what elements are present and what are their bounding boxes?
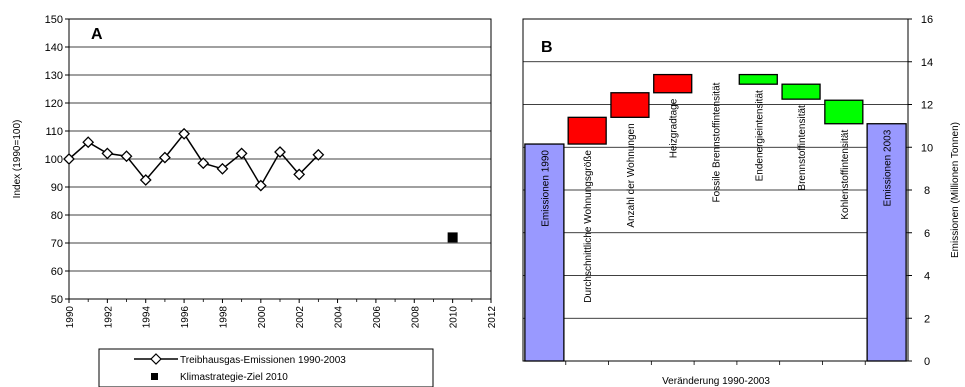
panel-b-category-label: Heizgradtage xyxy=(669,98,680,158)
emissions-data-point xyxy=(120,150,133,163)
target-data-point xyxy=(447,232,458,243)
panel-a-y-tick-label: 150 xyxy=(45,14,63,26)
panel-a-letter: A xyxy=(91,26,103,43)
panel-a-x-tick-label: 2012 xyxy=(487,306,498,329)
legend-square-icon xyxy=(151,373,158,380)
panel-b-y-tick-label: 4 xyxy=(924,271,930,283)
emissions-data-point xyxy=(139,174,152,186)
emissions-data-point xyxy=(293,168,306,181)
panel-b-category-label: Anzahl der Wohnungen xyxy=(626,123,637,227)
panel-b-y-axis-title: Emissionen (Millionen Tonnen) xyxy=(950,122,961,258)
emissions-data-point xyxy=(235,147,248,160)
panel-a-y-tick-label: 130 xyxy=(45,70,63,82)
panel-b-category-label: Fossile Brennstoffintensität xyxy=(712,82,723,202)
panel-b-y-tick-label: 6 xyxy=(924,228,930,240)
emissions-data-point xyxy=(158,151,171,164)
emissions-data-point xyxy=(197,157,210,170)
panel-a-x-tick-label: 1996 xyxy=(180,306,191,329)
emissions-data-point xyxy=(82,136,95,149)
panel-a-x-tick-label: 1990 xyxy=(65,306,76,329)
panel-b-category-label: Kohlenstoffintensität xyxy=(840,130,851,220)
panel-b-letter: B xyxy=(541,39,553,56)
panel-a-x-tick-label: 2008 xyxy=(410,306,421,329)
panel-b-y-tick-label: 16 xyxy=(921,14,933,26)
panel-b-y-tick-label: 2 xyxy=(924,313,930,325)
panel-a-x-tick-label: 2004 xyxy=(334,306,345,329)
panel-b-category-label: Brennstoffintensität xyxy=(797,105,808,191)
panel-a-x-tick-label: 2010 xyxy=(449,306,460,329)
legend-label-emissions: Treibhausgas-Emissionen 1990-2003 xyxy=(180,355,346,366)
panel-a-legend: Treibhausgas-Emissionen 1990-2003 Klimas… xyxy=(98,348,434,387)
panel-a-y-tick-label: 80 xyxy=(51,210,63,222)
emissions-data-point xyxy=(254,179,267,192)
panel-a-y-tick-label: 90 xyxy=(51,182,63,194)
panel-a-y-tick-label: 70 xyxy=(51,238,63,250)
emissions-data-point xyxy=(178,127,191,140)
panel-b-y-tick-label: 14 xyxy=(921,57,933,69)
decrease-bar xyxy=(824,99,864,125)
panel-a-x-tick-label: 2000 xyxy=(257,306,268,329)
legend-label-target: Klimastrategie-Ziel 2010 xyxy=(180,372,288,383)
panel-a-y-tick-label: 50 xyxy=(51,294,63,306)
panel-a-x-tick-label: 1992 xyxy=(103,306,114,329)
panel-a: 50 60 70 80 90 100 110 120 130 140 150 1990 1992 199… xyxy=(12,14,498,387)
panel-a-x-tick-label: 1998 xyxy=(218,306,229,329)
panel-b-category-label: Emissionen 2003 xyxy=(883,129,894,206)
emissions-data-point xyxy=(274,146,286,158)
total-bar xyxy=(524,143,565,362)
increase-bar xyxy=(653,73,693,94)
panel-b-category-label: Endenergieintensität xyxy=(754,90,765,181)
panel-a-x-tick-label: 2002 xyxy=(295,306,306,329)
panel-a-y-tick-label: 120 xyxy=(45,98,63,110)
panel-a-y-tick-label: 140 xyxy=(45,42,63,54)
increase-bar xyxy=(610,92,650,118)
panel-b-y-tick-label: 12 xyxy=(921,100,933,112)
panel-a-y-axis-title: Index (1990=100) xyxy=(12,120,23,199)
panel-b-x-axis-title: Veränderung 1990-2003 xyxy=(662,376,770,387)
panel-b-y-tick-label: 8 xyxy=(924,185,930,197)
decrease-bar xyxy=(738,73,778,85)
total-bar xyxy=(866,123,907,362)
panel-b-category-label: Emissionen 1990 xyxy=(540,150,551,227)
emissions-data-point xyxy=(216,162,229,175)
panel-b-y-tick-label: 10 xyxy=(921,142,933,154)
decrease-bar xyxy=(781,83,821,100)
panel-a-y-tick-label: 110 xyxy=(45,126,63,138)
panel-a-y-tick-label: 60 xyxy=(51,266,63,278)
panel-a-x-tick-label: 1994 xyxy=(142,306,153,329)
panel-a-y-tick-label: 100 xyxy=(45,154,63,166)
emissions-data-point xyxy=(312,148,325,161)
legend-diamond-icon xyxy=(150,353,162,365)
panel-b: 0 2 4 6 8 10 12 14 16 Emissionen 1990 Durchschnit… xyxy=(522,14,961,387)
increase-bar xyxy=(567,116,607,145)
panel-b-y-tick-label: 0 xyxy=(924,356,930,368)
panel-b-category-label: Durchschnittliche Wohnungsgröße xyxy=(583,150,594,303)
emissions-data-point xyxy=(63,153,75,165)
panel-a-x-tick-label: 2006 xyxy=(372,306,383,329)
emissions-data-point xyxy=(101,147,114,160)
